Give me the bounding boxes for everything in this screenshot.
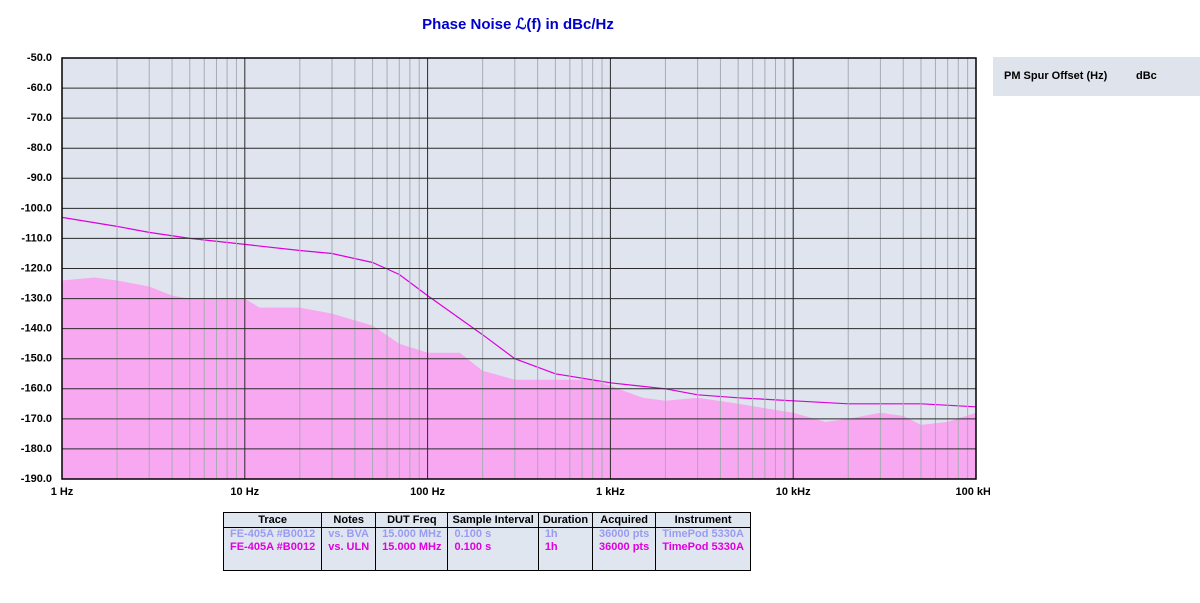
y-tick-label: -70.0	[27, 112, 52, 124]
x-tick-label: 10 Hz	[230, 486, 259, 498]
y-tick-label: -170.0	[21, 413, 52, 425]
column-header: Acquired	[592, 512, 657, 528]
plot-frame	[61, 57, 977, 480]
trace-table: Trace Notes DUT Freq Sample Interval Duratio…	[222, 512, 751, 571]
table-cell: vs. ULN	[321, 541, 377, 571]
y-tick-label: -130.0	[21, 292, 52, 304]
y-tick-label: -160.0	[21, 383, 52, 395]
x-tick-label: 10 kHz	[776, 486, 811, 498]
table-cell: TimePod 5330A	[655, 541, 751, 571]
table-cell: 36000 pts	[592, 527, 657, 541]
chart-title: Phase Noise ℒ(f) in dBc/Hz	[422, 16, 614, 33]
x-tick-label: 1 kHz	[596, 486, 625, 498]
table-header: Trace Notes DUT Freq Sample Interval Duratio…	[222, 512, 751, 528]
table-cell: 0.100 s	[447, 541, 539, 571]
table-cell: 36000 pts	[592, 541, 657, 571]
y-tick-label: -100.0	[21, 202, 52, 214]
spur-header: PM Spur Offset (Hz)	[1004, 70, 1108, 82]
x-tick-label: 1 Hz	[51, 486, 74, 498]
area	[62, 277, 976, 479]
column-header: DUT Freq	[375, 512, 449, 528]
table-cell: vs. BVA	[321, 527, 377, 541]
x-tick-label: 100 kHz	[956, 486, 990, 498]
table-row: FE-405A #B0012 vs. ULN 15.000 MHz 0.100 s 1h…	[222, 541, 751, 571]
table-cell: 1h	[537, 541, 594, 571]
y-tick-label: -60.0	[27, 82, 52, 94]
chart: Phase Noise ℒ(f) in dBc/Hz -50.0 -60.0 -70…	[21, 16, 990, 498]
y-tick-label: -190.0	[21, 473, 52, 485]
column-header: Instrument	[655, 512, 751, 528]
table-cell: 15.000 MHz	[375, 541, 449, 571]
y-tick-label: -150.0	[21, 353, 52, 365]
spur-panel: PM Spur Offset (Hz) dBc	[993, 57, 1200, 96]
column-header: Sample Interval	[447, 512, 539, 528]
x-tick-label: 100 Hz	[410, 486, 445, 498]
spur-header: dBc	[1136, 70, 1157, 82]
table-cell: FE-405A #B0012	[222, 541, 323, 571]
y-tick-label: -110.0	[21, 232, 52, 244]
table-cell: 15.000 MHz	[375, 527, 449, 541]
y-tick-label: -140.0	[21, 323, 52, 335]
table-cell: 0.100 s	[447, 527, 539, 541]
column-header: Duration	[537, 512, 594, 528]
table-cell: FE-405A #B0012	[222, 527, 323, 541]
y-tick-label: -50.0	[27, 52, 52, 64]
y-tick-label: -90.0	[27, 172, 52, 184]
table-row: FE-405A #B0012 vs. BVA 15.000 MHz 0.100 s 1h…	[222, 527, 751, 541]
y-tick-label: -120.0	[21, 262, 52, 274]
y-tick-label: -180.0	[21, 443, 52, 455]
column-header: Notes	[321, 512, 377, 528]
table-cell: 1h	[537, 527, 594, 541]
table-cell: TimePod 5330A	[655, 527, 751, 541]
y-tick-label: -80.0	[27, 142, 52, 154]
column-header: Trace	[222, 512, 323, 528]
